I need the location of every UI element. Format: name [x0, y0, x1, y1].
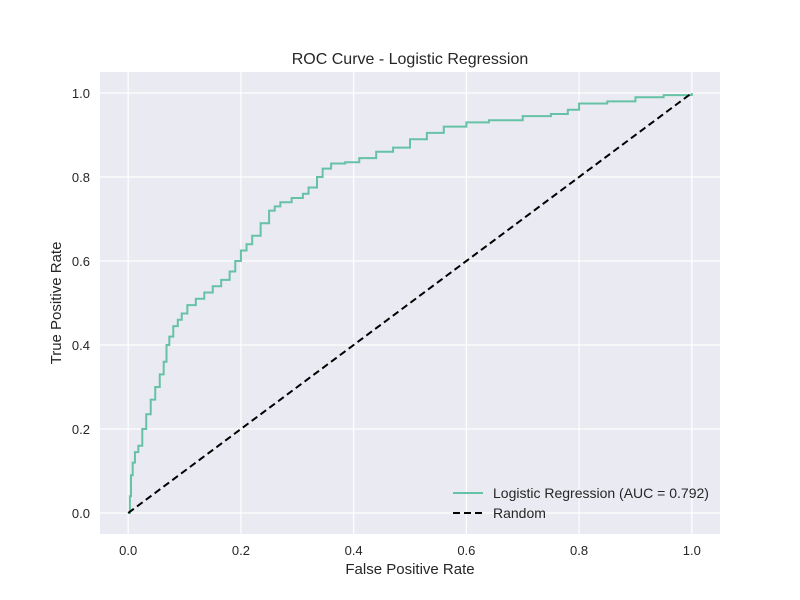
plot-area: [100, 72, 720, 534]
y-tick-label: 0.4: [72, 338, 90, 353]
legend-label-logistic: Logistic Regression (AUC = 0.792): [493, 485, 709, 501]
chart-title: ROC Curve - Logistic Regression: [292, 51, 529, 68]
x-tick-label: 0.2: [232, 543, 250, 558]
y-tick-label: 0.6: [72, 254, 90, 269]
tick-labels: 0.0 0.2 0.4 0.6 0.8 1.0 0.0 0.2 0.4 0.6 0.8 1.0: [72, 86, 701, 558]
y-tick-label: 0.0: [72, 506, 90, 521]
roc-curve-line: [128, 93, 693, 514]
series-lines: [127, 92, 693, 514]
legend-label-random: Random: [493, 505, 546, 521]
legend: Logistic Regression (AUC = 0.792) Random: [453, 485, 709, 521]
y-tick-label: 1.0: [72, 86, 90, 101]
gridlines: [100, 72, 720, 534]
x-tick-label: 1.0: [683, 543, 701, 558]
random-baseline-line: [127, 92, 693, 514]
x-tick-label: 0.4: [345, 543, 363, 558]
x-axis-label: False Positive Rate: [345, 561, 474, 578]
y-axis-label: True Positive Rate: [48, 242, 65, 365]
y-tick-label: 0.8: [72, 170, 90, 185]
x-tick-label: 0.0: [119, 543, 137, 558]
x-tick-label: 0.6: [457, 543, 475, 558]
x-tick-label: 0.8: [570, 543, 588, 558]
y-tick-label: 0.2: [72, 422, 90, 437]
